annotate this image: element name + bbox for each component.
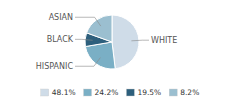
slice-label: WHITE: [151, 36, 177, 45]
slice-label: BLACK: [47, 35, 74, 44]
legend-item: 8.2%: [169, 88, 199, 97]
legend-item: 24.2%: [84, 88, 119, 97]
slice-label: ASIAN: [49, 13, 73, 22]
legend-item: 19.5%: [126, 88, 161, 97]
slice-label: HISPANIC: [36, 62, 74, 71]
leader-line: [75, 58, 100, 67]
legend-item: 48.1%: [41, 88, 76, 97]
pie-slice: [87, 15, 112, 42]
legend-label: 8.2%: [180, 88, 199, 97]
legend: 48.1% 24.2% 19.5% 8.2%: [41, 88, 200, 97]
leader-line: [75, 17, 101, 26]
slice-labels: WHITE HISPANIC BLACK ASIAN: [36, 13, 177, 71]
legend-swatch: [84, 89, 92, 96]
legend-label: 24.2%: [95, 88, 119, 97]
chart: WHITE HISPANIC BLACK ASIAN 48.1% 24.2% 19.5% 8.…: [0, 0, 240, 100]
legend-label: 48.1%: [52, 88, 76, 97]
legend-label: 19.5%: [137, 88, 161, 97]
pie: [85, 15, 139, 69]
pie-slice: [112, 15, 139, 69]
legend-swatch: [126, 89, 134, 96]
leader-line: [75, 39, 93, 41]
legend-swatch: [41, 89, 49, 96]
leader-line: [131, 40, 149, 42]
legend-swatch: [169, 89, 177, 96]
